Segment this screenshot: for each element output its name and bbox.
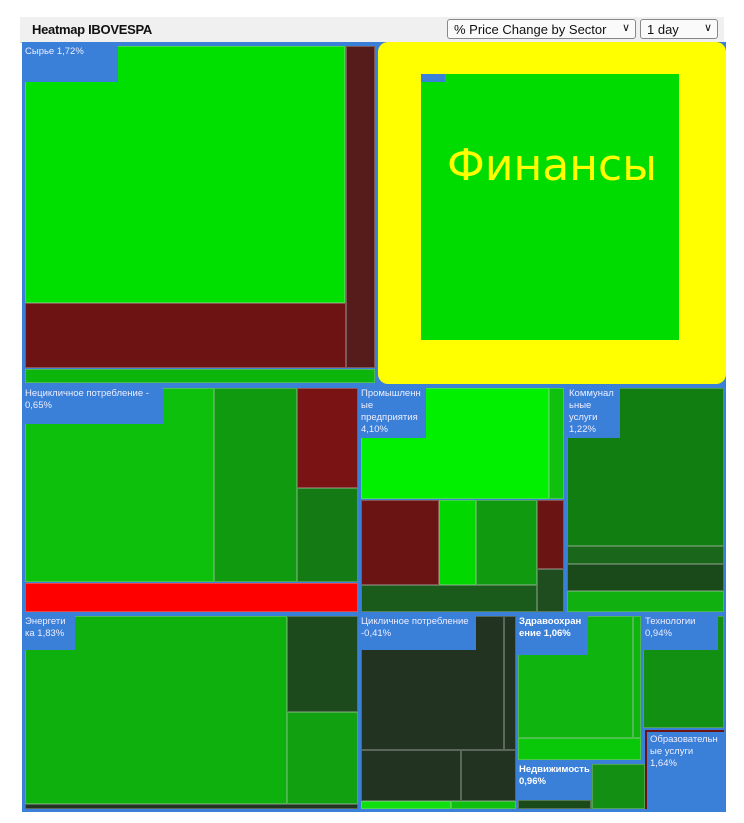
tile[interactable] (476, 500, 537, 585)
sector-label: Образовательн ые услуги 1,64% (650, 734, 718, 769)
sector-label: Коммунал ьные услуги 1,22% (566, 386, 620, 438)
tile[interactable] (549, 388, 564, 499)
tile[interactable] (297, 488, 358, 582)
tile[interactable] (451, 801, 516, 809)
tile[interactable] (361, 500, 439, 585)
tile[interactable] (25, 303, 346, 368)
sector-finance[interactable]: Финансы (378, 42, 726, 384)
tile[interactable] (504, 616, 516, 750)
tile[interactable] (25, 369, 375, 383)
sector-label: Цикличное потребление -0,41% (358, 614, 476, 650)
sector-label: Энергети ка 1,83% (22, 614, 75, 650)
sector-label: Сырье 1,72% (22, 44, 118, 82)
tile[interactable] (287, 616, 358, 712)
tile[interactable] (518, 800, 591, 809)
tile[interactable] (567, 591, 724, 612)
period-select-value: 1 day (647, 22, 679, 37)
tile[interactable] (633, 616, 641, 738)
sector-label: Финансы (447, 140, 657, 191)
tile[interactable] (287, 712, 358, 804)
tile[interactable] (567, 546, 724, 564)
chevron-down-icon: ∨ (621, 22, 630, 34)
tile[interactable] (537, 569, 564, 612)
period-select[interactable]: 1 day ∨ (640, 19, 718, 39)
sector-label: Нецикличное потребление - 0,65% (22, 386, 163, 424)
tile[interactable] (518, 738, 641, 760)
chevron-down-icon: ∨ (703, 22, 712, 34)
tile[interactable] (25, 46, 345, 303)
tile[interactable] (346, 46, 375, 368)
sector-label: Промышленн ые предприятия 4,10% (358, 386, 426, 438)
sector-label-marker (421, 74, 445, 82)
sector-label: Здравоохран ение 1,06% (516, 614, 588, 655)
heatmap: Сырье 1,72% Финансы Нецикличное потребле… (22, 42, 726, 812)
tile[interactable] (461, 750, 516, 801)
heatmap-title: Heatmap IBOVESPA (32, 22, 152, 37)
sector-label: Технологии 0,94% (642, 614, 718, 650)
tile[interactable] (361, 801, 451, 809)
sector-label: Недвижимость 0,96% (516, 762, 591, 800)
tile[interactable] (439, 500, 476, 585)
metric-select[interactable]: % Price Change by Sector ∨ (447, 19, 636, 39)
tile[interactable] (361, 750, 461, 801)
tile[interactable] (297, 388, 358, 488)
tile[interactable] (421, 74, 679, 340)
heatmap-header: Heatmap IBOVESPA % Price Change by Secto… (20, 17, 724, 43)
tile[interactable] (25, 583, 358, 612)
tile[interactable] (567, 564, 724, 591)
tile[interactable] (645, 730, 724, 809)
tile[interactable] (25, 804, 358, 809)
tile[interactable] (361, 585, 537, 612)
tile[interactable] (592, 764, 645, 809)
tile[interactable] (214, 388, 297, 582)
metric-select-value: % Price Change by Sector (454, 22, 607, 37)
tile[interactable] (537, 500, 564, 569)
